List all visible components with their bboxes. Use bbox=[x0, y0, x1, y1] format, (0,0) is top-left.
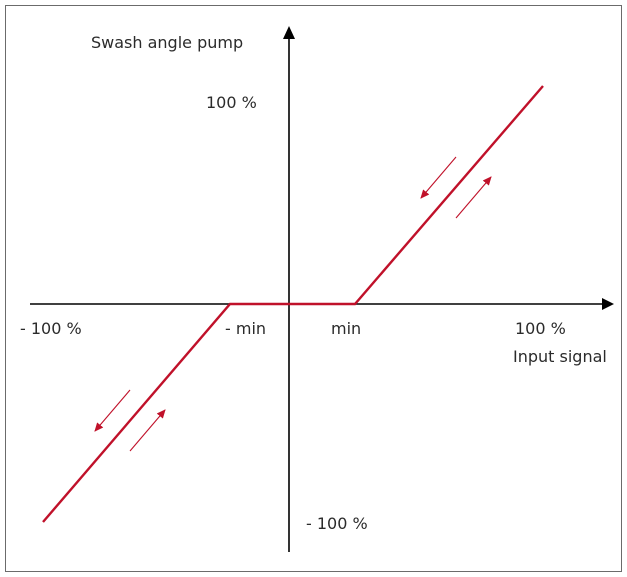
x-pos-label: 100 % bbox=[515, 319, 566, 338]
arrow-up-lower bbox=[129, 409, 166, 452]
x-neg-label: - 100 % bbox=[20, 319, 82, 338]
arrow-down-lower bbox=[94, 389, 131, 432]
arrow-up-upper bbox=[455, 176, 492, 219]
y-neg-label: - 100 % bbox=[306, 514, 368, 533]
x-neg-min-label: - min bbox=[225, 319, 266, 338]
characteristic-curve bbox=[42, 85, 544, 523]
diagram-frame bbox=[5, 5, 622, 572]
y-axis-title: Swash angle pump bbox=[91, 33, 243, 52]
x-pos-min-label: min bbox=[331, 319, 361, 338]
x-axis-title: Input signal bbox=[513, 347, 607, 366]
y-axis-arrowhead bbox=[283, 26, 295, 39]
arrow-down-upper bbox=[420, 156, 457, 199]
y-pos-label: 100 % bbox=[206, 93, 257, 112]
x-axis-arrowhead bbox=[602, 298, 614, 310]
